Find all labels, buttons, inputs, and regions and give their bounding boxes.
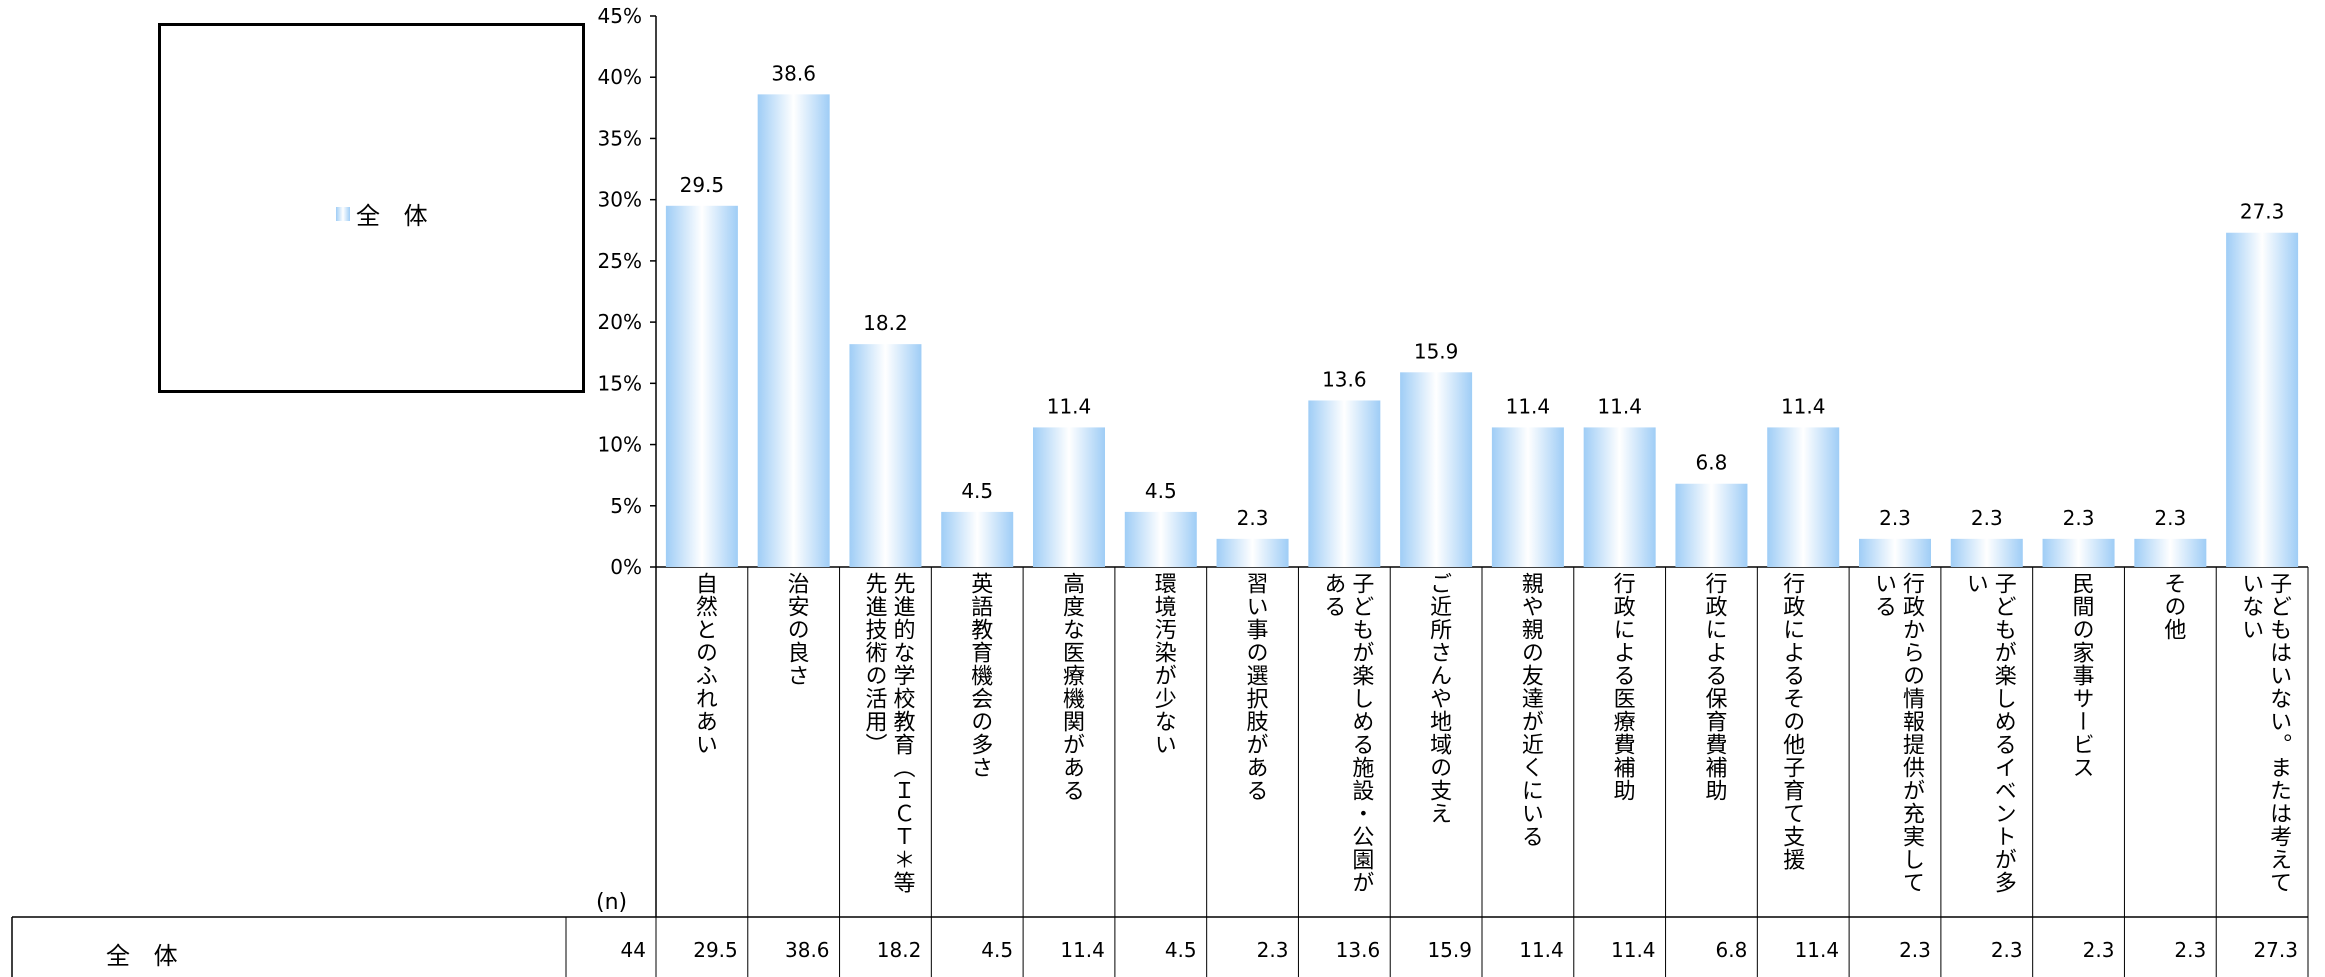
x-tick-label: 子どもが楽しめる施設・公園がある (1320, 572, 1374, 894)
x-tick-label: 子どもが楽しめるイベントが多い (1962, 572, 2016, 894)
y-tick-label: 10% (598, 433, 642, 457)
y-tick-label: 25% (598, 249, 642, 273)
y-tick-label: 30% (598, 188, 642, 212)
x-tick-label: 治安の良さ (783, 572, 809, 687)
legend-swatch (336, 206, 350, 221)
bar (1033, 427, 1105, 567)
data-label: 11.4 (1047, 394, 1092, 418)
table-value-cell: 2.3 (2174, 938, 2207, 962)
x-tick-label: 英語教育機会の多さ (967, 572, 993, 779)
table-value-cell: 29.5 (693, 938, 738, 962)
bar (1859, 538, 1931, 567)
bar (2134, 538, 2207, 567)
bar (1583, 427, 1656, 567)
bar (1767, 427, 1840, 567)
bar (1308, 400, 1381, 567)
data-label: 11.4 (1597, 394, 1642, 418)
data-label: 11.4 (1781, 394, 1826, 418)
table-value-cell: 15.9 (1427, 938, 1472, 962)
data-label: 13.6 (1322, 367, 1367, 391)
data-label: 27.3 (2240, 200, 2285, 224)
bar (1950, 538, 2023, 567)
x-tick-label: 習い事の選択肢がある (1242, 572, 1268, 802)
x-tick-label: 行政からの情報提供が充実している (1871, 572, 1924, 894)
y-tick-label: 35% (598, 126, 642, 150)
x-tick-label: 高度な医療機関がある (1059, 572, 1084, 802)
data-label: 2.3 (2154, 506, 2186, 530)
x-tick-label: 行政による医療費補助 (1609, 572, 1635, 802)
n-column-header: (n) (596, 890, 628, 915)
x-tick-label: 環境汚染が少ない (1150, 572, 1176, 756)
y-tick-label: 40% (598, 65, 642, 89)
table-value-cell: 4.5 (1164, 938, 1197, 962)
data-label: 2.3 (1971, 506, 2003, 530)
data-label: 2.3 (2063, 506, 2095, 530)
table-value-cell: 11.4 (1611, 938, 1656, 962)
data-label: 15.9 (1414, 339, 1459, 363)
table-value-cell: 6.8 (1715, 938, 1748, 962)
bar (1491, 427, 1564, 567)
legend-label: 全 体 (356, 202, 436, 230)
table-value-cell: 4.5 (981, 938, 1014, 962)
bar (849, 344, 922, 567)
data-label: 29.5 (680, 173, 725, 197)
bar (665, 205, 738, 568)
table-value-cell: 2.3 (1256, 938, 1289, 962)
bar (1124, 511, 1197, 567)
data-label: 18.2 (863, 311, 908, 335)
table-value-cell: 18.2 (876, 938, 922, 962)
y-tick-label: 15% (598, 371, 642, 395)
bar (2226, 232, 2299, 567)
x-tick-label: 行政によるその他子育て支援 (1779, 572, 1805, 871)
y-tick-label: 5% (610, 494, 642, 518)
data-label: 2.3 (1237, 506, 1269, 530)
bar (1400, 372, 1473, 567)
table-value-cell: 11.4 (1794, 938, 1840, 962)
x-tick-label: その他 (2160, 572, 2186, 641)
x-tick-label: 行政による保育費補助 (1701, 572, 1727, 802)
table-n-cell: 44 (620, 938, 646, 962)
x-tick-label: 自然とのふれあい (691, 572, 717, 756)
table-value-cell: 27.3 (2253, 938, 2298, 962)
y-tick-label: 0% (610, 555, 642, 579)
bar (1675, 483, 1748, 567)
bar (2042, 538, 2115, 567)
table-value-cell: 2.3 (1990, 938, 2023, 962)
data-label: 2.3 (1879, 506, 1911, 530)
table-value-cell: 11.4 (1060, 938, 1105, 962)
y-tick-label: 45% (598, 4, 642, 28)
table-value-cell: 11.4 (1519, 938, 1564, 962)
table-value-cell: 2.3 (2082, 938, 2115, 962)
data-label: 6.8 (1696, 451, 1728, 475)
table-value-cell: 2.3 (1899, 938, 1931, 962)
table-value-cell: 13.6 (1335, 938, 1381, 962)
data-label: 4.5 (1145, 479, 1177, 503)
bar (757, 94, 830, 567)
x-tick-label: 先進的な学校教育（ＩＣＴ＊等先進技術の活用） (861, 572, 915, 894)
x-tick-label: 民間の家事サービス (2068, 572, 2094, 779)
y-tick-label: 20% (598, 310, 642, 334)
data-label: 38.6 (771, 61, 816, 85)
data-label: 4.5 (961, 479, 993, 503)
table-row-label: 全 体 (106, 942, 186, 970)
x-tick-label: ご近所さんや地域の支え (1426, 572, 1452, 825)
legend-box (158, 23, 585, 393)
legend-entry: 全 体 (336, 196, 436, 231)
data-label: 11.4 (1506, 394, 1551, 418)
x-tick-label: 子どもはいない。または考えていない (2238, 572, 2292, 894)
table-value-cell: 38.6 (785, 938, 830, 962)
bar (1216, 538, 1289, 567)
bar (941, 511, 1014, 567)
x-tick-label: 親や親の友達が近くにいる (1517, 572, 1543, 848)
